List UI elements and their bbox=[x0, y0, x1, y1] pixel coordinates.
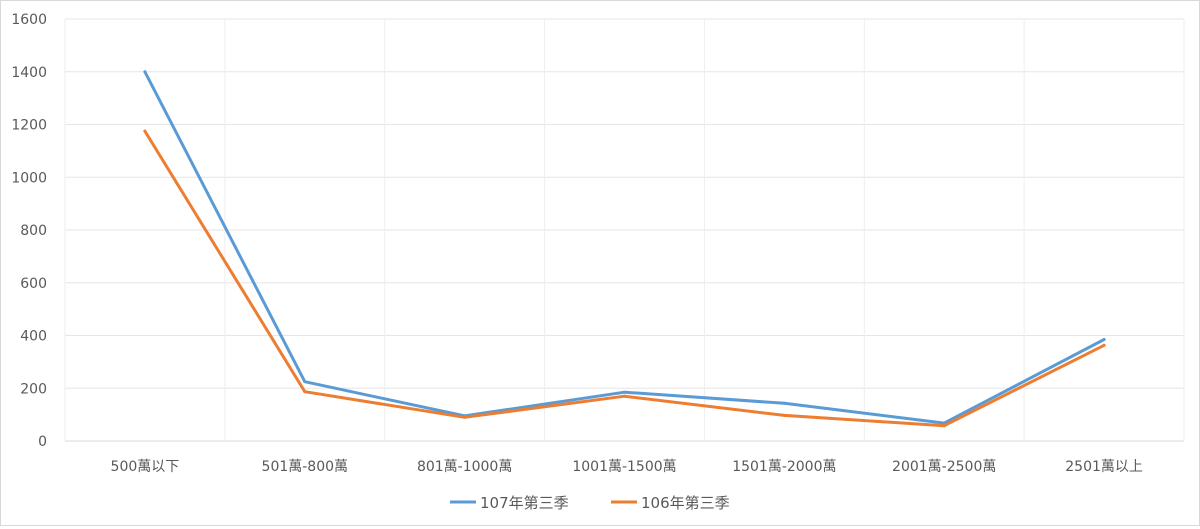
data-point bbox=[143, 129, 147, 133]
series-line-2 bbox=[143, 129, 1106, 428]
y-tick-label: 1200 bbox=[11, 118, 47, 134]
y-tick-label: 1600 bbox=[11, 12, 47, 28]
x-axis-ticks: 500萬以下 501萬-800萬 801萬-1000萬 1001萬-1500萬 1501… bbox=[111, 459, 1143, 475]
x-tick-label: 500萬以下 bbox=[111, 459, 180, 475]
legend-label: 106年第三季 bbox=[641, 494, 730, 512]
y-tick-label: 1400 bbox=[11, 65, 47, 81]
x-tick-label: 501萬-800萬 bbox=[262, 459, 349, 475]
x-tick-label: 2501萬以上 bbox=[1065, 459, 1143, 475]
data-point bbox=[623, 394, 626, 398]
x-tick-label: 801萬-1000萬 bbox=[417, 459, 512, 475]
data-point bbox=[623, 390, 626, 394]
data-point bbox=[942, 424, 946, 428]
series-lines bbox=[143, 70, 1106, 428]
legend-label: 107年第三季 bbox=[480, 494, 569, 512]
data-point bbox=[463, 415, 467, 419]
y-tick-label: 0 bbox=[38, 434, 47, 450]
x-tick-label: 1501萬-2000萬 bbox=[732, 459, 836, 475]
y-tick-label: 800 bbox=[20, 223, 47, 239]
y-tick-label: 1000 bbox=[11, 170, 47, 186]
grid-lines bbox=[64, 18, 1185, 442]
data-point bbox=[143, 70, 147, 74]
x-tick-label: 1001萬-1500萬 bbox=[572, 459, 676, 475]
y-axis-ticks: 0 200 400 600 800 1000 1200 1400 1600 bbox=[11, 12, 47, 450]
data-point bbox=[1102, 337, 1106, 341]
data-point bbox=[782, 401, 786, 405]
y-tick-label: 200 bbox=[20, 381, 47, 397]
data-point bbox=[1102, 343, 1106, 347]
y-tick-label: 600 bbox=[20, 276, 47, 292]
x-tick-label: 2001萬-2500萬 bbox=[892, 459, 996, 475]
data-point bbox=[303, 380, 307, 384]
data-point bbox=[303, 390, 307, 394]
y-tick-label: 400 bbox=[20, 329, 47, 345]
legend: 107年第三季 106年第三季 bbox=[450, 494, 730, 512]
data-point bbox=[782, 413, 786, 417]
